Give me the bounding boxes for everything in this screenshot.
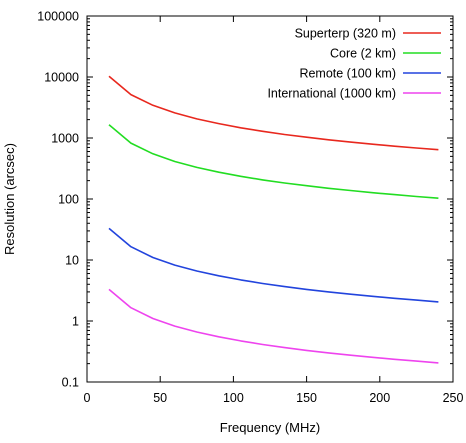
series-line-0 bbox=[108, 75, 439, 151]
legend-label: International (1000 km) bbox=[267, 87, 396, 101]
x-tick-label: 0 bbox=[84, 391, 91, 405]
series-line-3 bbox=[108, 288, 439, 364]
y-tick-label: 10000 bbox=[44, 71, 79, 85]
x-tick-label: 50 bbox=[153, 391, 167, 405]
x-axis-title: Frequency (MHz) bbox=[220, 420, 320, 435]
legend-label: Superterp (320 m) bbox=[295, 27, 396, 41]
series-line-1 bbox=[108, 124, 439, 199]
y-axis-title: Resolution (arcsec) bbox=[2, 143, 17, 255]
y-tick-label: 1000 bbox=[51, 132, 79, 146]
y-tick-label: 100 bbox=[58, 193, 79, 207]
series-line-2 bbox=[108, 227, 439, 303]
x-tick-label: 250 bbox=[443, 391, 464, 405]
x-tick-label: 100 bbox=[223, 391, 244, 405]
legend-label: Remote (100 km) bbox=[299, 67, 396, 81]
x-tick-label: 150 bbox=[296, 391, 317, 405]
legend-label: Core (2 km) bbox=[330, 47, 396, 61]
x-tick-label: 200 bbox=[369, 391, 390, 405]
plot-frame bbox=[86, 15, 454, 383]
y-tick-label: 0.1 bbox=[62, 376, 79, 390]
y-tick-label: 10 bbox=[65, 254, 79, 268]
y-tick-label: 1 bbox=[72, 315, 79, 329]
y-tick-label: 100000 bbox=[37, 10, 79, 24]
